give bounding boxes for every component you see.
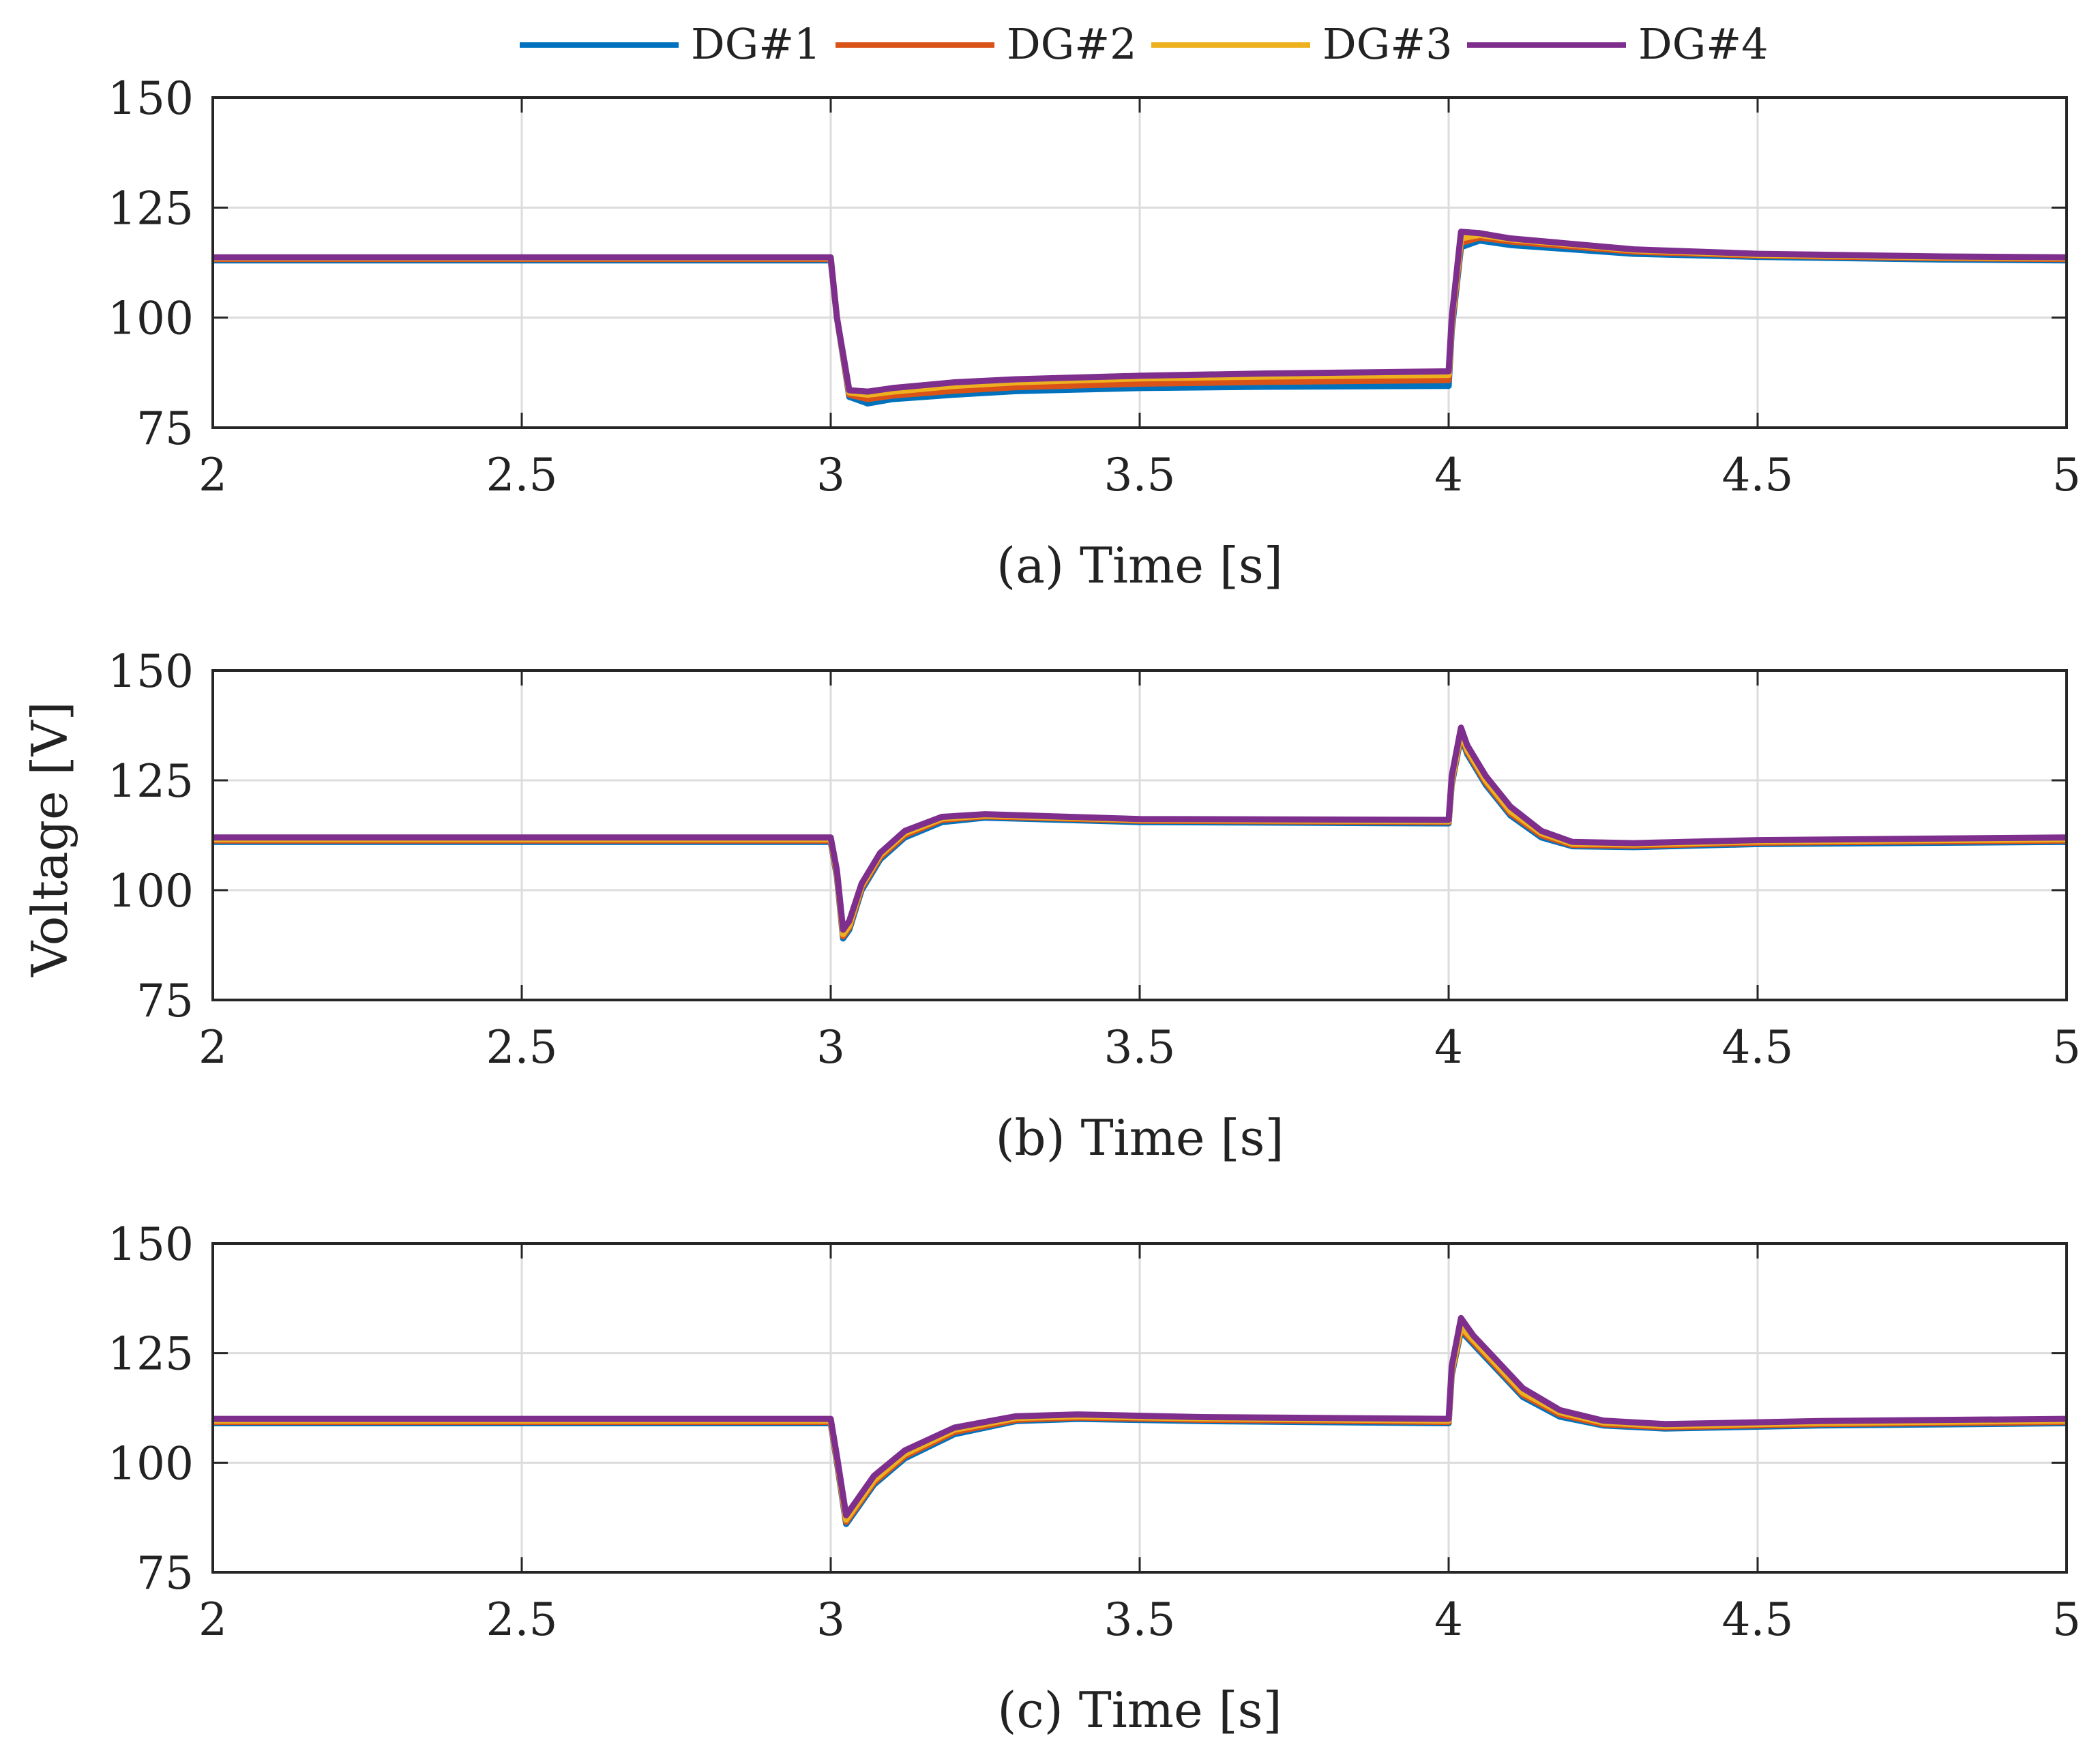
panel-a: 2 2.5 3 3.5 4 4.5 5 75 100 125 150 (a) Time [s] [108, 72, 2081, 594]
panel-b-ytick-label-1: 100 [108, 865, 194, 917]
panel-c-ytick-label-0: 75 [136, 1547, 194, 1600]
panel-b-ytick-label-3: 150 [108, 645, 194, 698]
panel-a-xtick-label-2: 3 [816, 449, 845, 501]
panel-c-ytick-label-2: 125 [108, 1328, 194, 1381]
panel-b-ytick-label-2: 125 [108, 755, 194, 808]
panel-a-xtick-label-3: 3.5 [1104, 449, 1176, 501]
legend-label-dg4: DG#4 [1638, 19, 1769, 69]
panel-b-xlabel: (b) Time [s] [995, 1109, 1284, 1166]
panel-a-ytick-label-1: 100 [108, 293, 194, 345]
legend-label-dg2: DG#2 [1007, 19, 1137, 69]
panel-b-xtick-label-1: 2.5 [486, 1021, 558, 1074]
panel-b-ytick-label-0: 75 [136, 975, 194, 1027]
panel-b-xtick-label-3: 3.5 [1104, 1021, 1176, 1074]
panel-a-ytick-label-3: 150 [108, 72, 194, 125]
panel-a-xtick-label-5: 4.5 [1722, 449, 1794, 501]
panel-b-xtick-label-4: 4 [1434, 1021, 1463, 1074]
panel-a-xtick-label-4: 4 [1434, 449, 1463, 501]
legend: DG#1 DG#2 DG#3 DG#4 [520, 19, 1769, 69]
panel-a-xtick-label-0: 2 [198, 449, 227, 501]
panel-b-xtick-label-2: 3 [816, 1021, 845, 1074]
panel-c-series-dg4 [213, 1314, 2067, 1518]
panel-a-ytick-label-2: 125 [108, 182, 194, 235]
panel-c-xtick-label-2: 3 [816, 1593, 845, 1646]
panel-c-ytick-label-3: 150 [108, 1218, 194, 1271]
panel-c-ytick-label-1: 100 [108, 1437, 194, 1490]
panel-b-xtick-label-6: 5 [2052, 1021, 2081, 1074]
panel-c-xtick-label-6: 5 [2052, 1593, 2081, 1646]
panel-a-series-dg4 [213, 229, 2067, 395]
panel-c-xtick-label-1: 2.5 [486, 1593, 558, 1646]
legend-label-dg1: DG#1 [691, 19, 821, 69]
panel-c-xtick-label-4: 4 [1434, 1593, 1463, 1646]
y-axis-label: Voltage [V] [21, 701, 78, 977]
legend-label-dg3: DG#3 [1322, 19, 1453, 69]
panel-b: 2 2.5 3 3.5 4 4.5 5 75 100 125 150 (b) Time [s] [108, 645, 2081, 1166]
panel-a-ytick-label-0: 75 [136, 402, 194, 455]
panel-a-xtick-label-1: 2.5 [486, 449, 558, 501]
panel-a-xtick-label-6: 5 [2052, 449, 2081, 501]
panel-b-xtick-label-0: 2 [198, 1021, 227, 1074]
panel-b-series-dg4 [213, 724, 2067, 933]
panel-c-xtick-label-0: 2 [198, 1593, 227, 1646]
panel-a-xlabel: (a) Time [s] [996, 537, 1283, 594]
panel-c: 2 2.5 3 3.5 4 4.5 5 75 100 125 150 (c) Time [s] [108, 1218, 2081, 1739]
panel-c-xlabel: (c) Time [s] [997, 1681, 1282, 1739]
panel-c-xtick-label-5: 4.5 [1722, 1593, 1794, 1646]
panel-c-xtick-label-3: 3.5 [1104, 1593, 1176, 1646]
panel-b-xtick-label-5: 4.5 [1722, 1021, 1794, 1074]
